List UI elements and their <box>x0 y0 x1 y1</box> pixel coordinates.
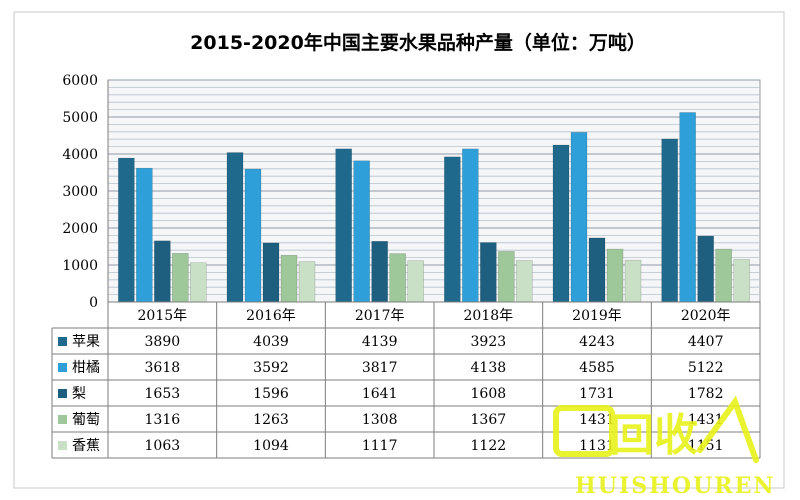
data-label: 3890 <box>145 334 181 350</box>
legend-entry: 梨 <box>72 386 86 402</box>
bar-柑橘-2020年 <box>679 112 696 303</box>
data-label: 1131 <box>579 438 615 454</box>
data-label: 1122 <box>471 438 507 454</box>
data-label: 4243 <box>579 334 615 350</box>
data-label: 1653 <box>145 386 181 402</box>
bar-香蕉-2016年 <box>298 261 316 303</box>
bar-柑橘-2019年 <box>570 132 588 303</box>
data-label: 1308 <box>362 412 398 428</box>
legend-swatch-香蕉 <box>58 441 67 450</box>
x-tick-label: 2020年 <box>681 308 731 324</box>
data-label: 1641 <box>362 386 398 402</box>
bar-香蕉-2020年 <box>733 259 750 303</box>
data-label: 1117 <box>362 438 398 454</box>
bar-葡萄-2019年 <box>606 248 624 303</box>
y-tick-label: 3000 <box>62 184 98 200</box>
legend-swatch-梨 <box>58 389 67 398</box>
bar-葡萄-2020年 <box>715 248 732 303</box>
watermark-text: HUISHOUREN <box>575 473 775 499</box>
bar-苹果-2018年 <box>444 156 461 303</box>
data-label: 3592 <box>253 360 289 376</box>
legend-entry: 苹果 <box>72 334 100 350</box>
data-label: 1367 <box>471 412 507 428</box>
data-label: 3817 <box>362 360 398 376</box>
data-label: 1431 <box>579 412 615 428</box>
x-tick-label: 2018年 <box>464 308 514 324</box>
data-label: 1608 <box>471 386 507 402</box>
x-tick-label: 2015年 <box>138 308 188 324</box>
bar-香蕉-2019年 <box>624 259 642 303</box>
bar-葡萄-2016年 <box>280 255 298 303</box>
watermark-logo-text: 回收 <box>610 410 698 461</box>
bar-葡萄-2018年 <box>498 251 515 303</box>
y-tick-label: 2000 <box>62 221 98 237</box>
data-label: 1263 <box>253 412 289 428</box>
watermark-logo-box <box>553 405 615 457</box>
bar-柑橘-2015年 <box>136 167 153 303</box>
y-tick-label: 4000 <box>62 147 98 163</box>
bar-香蕉-2017年 <box>407 260 424 303</box>
data-label: 4039 <box>253 334 289 350</box>
watermark: 回收 HUISHOUREN <box>553 395 775 499</box>
data-label: 4138 <box>471 360 507 376</box>
data-label: 1063 <box>145 438 181 454</box>
legend-swatch-葡萄 <box>58 415 67 424</box>
bar-葡萄-2017年 <box>389 253 406 303</box>
bar-梨-2019年 <box>588 237 606 303</box>
data-label: 4585 <box>579 360 615 376</box>
data-label: 4139 <box>362 334 398 350</box>
bar-香蕉-2018年 <box>516 260 533 303</box>
legend-swatch-苹果 <box>58 337 67 346</box>
x-tick-label: 2016年 <box>246 308 296 324</box>
bar-梨-2016年 <box>262 242 280 303</box>
legend-entry: 柑橘 <box>72 360 100 376</box>
x-tick-label: 2017年 <box>355 308 405 324</box>
data-label: 1596 <box>253 386 289 402</box>
y-tick-label: 6000 <box>62 73 98 89</box>
bar-葡萄-2015年 <box>172 253 189 303</box>
bar-梨-2018年 <box>480 242 497 303</box>
bar-苹果-2017年 <box>335 148 352 303</box>
data-label: 3618 <box>145 360 181 376</box>
watermark-swoosh <box>697 395 759 463</box>
bar-苹果-2016年 <box>226 152 244 303</box>
gridlines <box>108 79 760 303</box>
x-tick-label: 2019年 <box>572 308 622 324</box>
bar-苹果-2019年 <box>552 144 570 303</box>
chart-title: 2015-2020年中国主要水果品种产量（单位：万吨） <box>190 31 646 54</box>
bar-柑橘-2018年 <box>462 148 479 303</box>
data-label: 3923 <box>471 334 507 350</box>
data-label: 1731 <box>579 386 615 402</box>
data-label: 4407 <box>688 334 724 350</box>
data-label: 1094 <box>253 438 289 454</box>
y-tick-label: 1000 <box>62 258 98 274</box>
bar-梨-2017年 <box>371 241 388 303</box>
legend-entry: 香蕉 <box>72 438 100 454</box>
bar-苹果-2020年 <box>661 138 678 303</box>
legend-swatch-柑橘 <box>58 363 67 372</box>
data-label: 1316 <box>145 412 181 428</box>
y-tick-label: 5000 <box>62 110 98 126</box>
data-label: 1782 <box>688 386 724 402</box>
bar-柑橘-2016年 <box>244 168 262 303</box>
bar-苹果-2015年 <box>118 157 135 303</box>
bar-梨-2020年 <box>697 235 714 303</box>
legend-entry: 葡萄 <box>72 412 100 428</box>
y-axis: 0 1000 2000 3000 4000 5000 6000 <box>62 73 109 311</box>
bar-梨-2015年 <box>154 240 171 303</box>
data-label: 5122 <box>688 360 724 376</box>
bar-香蕉-2015年 <box>190 262 207 303</box>
data-label: 1431 <box>688 412 724 428</box>
bar-柑橘-2017年 <box>353 160 370 303</box>
y-tick-label: 0 <box>89 295 98 311</box>
